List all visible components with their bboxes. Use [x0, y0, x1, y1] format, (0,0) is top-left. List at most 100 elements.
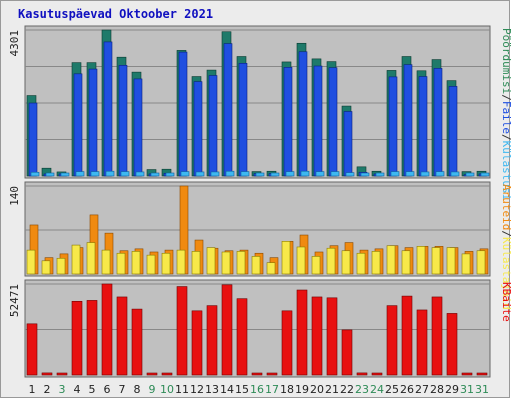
bar-kulastajaid: [341, 250, 351, 275]
bar-kulastajaid: [161, 252, 171, 275]
day-label: 15: [235, 383, 249, 396]
y-max-label: 4301: [8, 30, 21, 57]
bar-files: [403, 64, 413, 177]
bar-visits: [360, 172, 370, 177]
bar-files: [313, 65, 323, 177]
bar-visits: [465, 172, 475, 177]
bar-kbytes: [401, 295, 413, 376]
bar-kulastajaid: [386, 245, 396, 275]
bar-kulastajaid: [251, 256, 261, 275]
bar-kulastajaid: [191, 251, 201, 275]
bar-kulastajaid: [146, 254, 156, 275]
bar-kbytes: [461, 372, 473, 376]
bar-files: [298, 51, 308, 177]
bar-visits: [240, 171, 250, 177]
y-max-label: 52471: [8, 284, 21, 317]
bar-kulastajaid: [356, 252, 366, 275]
day-label: 2: [44, 383, 51, 396]
day-label: 12: [190, 383, 204, 396]
day-label: 22: [340, 383, 354, 396]
bar-visits: [315, 171, 325, 177]
bar-kulastajaid: [401, 250, 411, 275]
bar-kbytes: [41, 372, 53, 376]
day-label: 19: [295, 383, 309, 396]
bar-files: [328, 67, 338, 177]
day-label: 8: [134, 383, 141, 396]
day-label: 21: [325, 383, 339, 396]
day-label: 18: [280, 383, 294, 396]
bar-kulastajaid: [281, 241, 291, 275]
bar-kulastajaid: [236, 251, 246, 275]
bar-kulastajaid: [41, 260, 51, 275]
bar-kulastajaid: [431, 247, 441, 275]
bar-visits: [45, 172, 55, 177]
day-label: 3: [59, 383, 66, 396]
bar-visits: [330, 171, 340, 177]
day-label: 31: [460, 383, 474, 396]
bar-files: [208, 75, 218, 177]
y-max-label: 140: [8, 186, 21, 206]
bar-kbytes: [71, 300, 83, 376]
bar-visits: [255, 172, 265, 177]
bar-files: [238, 63, 248, 177]
bar-files: [193, 81, 203, 177]
legend-entry: /: [500, 230, 512, 237]
bar-kulastajaid: [71, 244, 81, 275]
bar-kulastajaid: [221, 251, 231, 275]
bar-visits: [285, 171, 295, 177]
chart-title: Kasutuspäevad Oktoober 2021: [18, 7, 214, 21]
day-label: 11: [175, 383, 189, 396]
bar-kbytes: [386, 305, 398, 376]
legend-entry: KBaite: [500, 282, 512, 322]
bar-files: [118, 65, 128, 177]
bar-kbytes: [356, 372, 368, 376]
bar-kulastajaid: [476, 250, 486, 275]
bar-kulastajaid: [446, 247, 456, 275]
day-label: 31: [475, 383, 489, 396]
bar-files: [388, 76, 398, 177]
day-label: 7: [119, 383, 126, 396]
day-label: 23: [355, 383, 369, 396]
bar-kbytes: [176, 286, 188, 376]
bar-kbytes: [146, 372, 158, 376]
bar-visits: [210, 171, 220, 177]
day-label: 26: [400, 383, 414, 396]
bar-kbytes: [296, 289, 308, 376]
bar-visits: [225, 170, 235, 177]
day-label: 6: [104, 383, 111, 396]
bar-kbytes: [26, 323, 38, 376]
bar-kulastajaid: [86, 242, 96, 275]
legend-entry: /: [500, 94, 512, 101]
bar-kbytes: [371, 372, 383, 376]
bar-kulastajaid: [56, 257, 66, 275]
bar-kbytes: [131, 308, 143, 376]
bar-kbytes: [191, 310, 203, 376]
bar-kbytes: [221, 284, 233, 376]
day-label: 17: [265, 383, 279, 396]
bar-visits: [75, 171, 85, 177]
bar-kulastajaid: [461, 253, 471, 275]
bar-visits: [180, 171, 190, 177]
legend-entry: Pöördumisi: [500, 28, 512, 94]
day-label: 13: [205, 383, 219, 396]
day-label: 24: [370, 383, 384, 396]
bar-visits: [480, 172, 490, 177]
bar-visits: [450, 171, 460, 177]
day-label: 29: [445, 383, 459, 396]
bar-files: [103, 41, 113, 177]
day-label: 1: [29, 383, 36, 396]
bar-visits: [390, 171, 400, 177]
day-label: 28: [430, 383, 444, 396]
bar-visits: [30, 171, 40, 177]
bar-kbytes: [341, 329, 353, 376]
bar-visits: [270, 172, 280, 177]
bar-files: [418, 76, 428, 177]
bar-kbytes: [281, 310, 293, 376]
legend: KBaite: [500, 282, 512, 322]
bar-visits: [435, 171, 445, 177]
bar-files: [433, 68, 443, 177]
legend-entry: Külastajaid: [500, 237, 512, 310]
bar-files: [448, 86, 458, 177]
bar-files: [178, 51, 188, 177]
